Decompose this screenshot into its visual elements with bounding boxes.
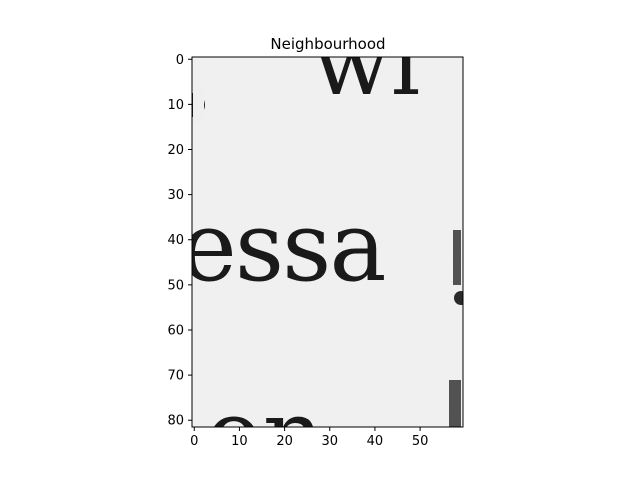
glyph-bottom: on (205, 379, 325, 480)
y-axis: 0 10 20 30 40 50 60 70 80 (167, 53, 192, 429)
x-tick-label: 40 (367, 434, 384, 449)
glyph-bottom-right-fragment (449, 380, 461, 427)
x-tick-label: 0 (190, 434, 198, 449)
x-tick-label: 30 (321, 434, 338, 449)
glyph-fragment-mask (193, 86, 204, 124)
y-tick-label: 50 (167, 278, 184, 293)
x-tick-label: 20 (276, 434, 293, 449)
y-tick-label: 20 (167, 143, 184, 158)
y-tick-label: 60 (167, 323, 184, 338)
y-tick-label: 40 (167, 233, 184, 248)
x-axis: 0 10 20 30 40 50 (190, 427, 428, 449)
axes-frame (191, 56, 464, 428)
chart-title: Neighbourhood (270, 35, 385, 53)
y-tick-label: 0 (176, 53, 184, 68)
x-tick-label: 10 (231, 434, 248, 449)
glyph-middle-right-dot (454, 291, 463, 305)
y-tick-label: 70 (167, 369, 184, 384)
image-area: wı essa on (180, 9, 463, 480)
image-noise (192, 57, 463, 427)
y-tick-label: 30 (167, 188, 184, 203)
glyph-top: wı (312, 9, 420, 116)
x-tick-label: 50 (412, 434, 429, 449)
y-tick-label: 80 (167, 414, 184, 429)
y-tick-label: 10 (167, 98, 184, 113)
glyph-middle-right-fragment (453, 230, 461, 285)
glyph-middle: essa (180, 191, 385, 303)
